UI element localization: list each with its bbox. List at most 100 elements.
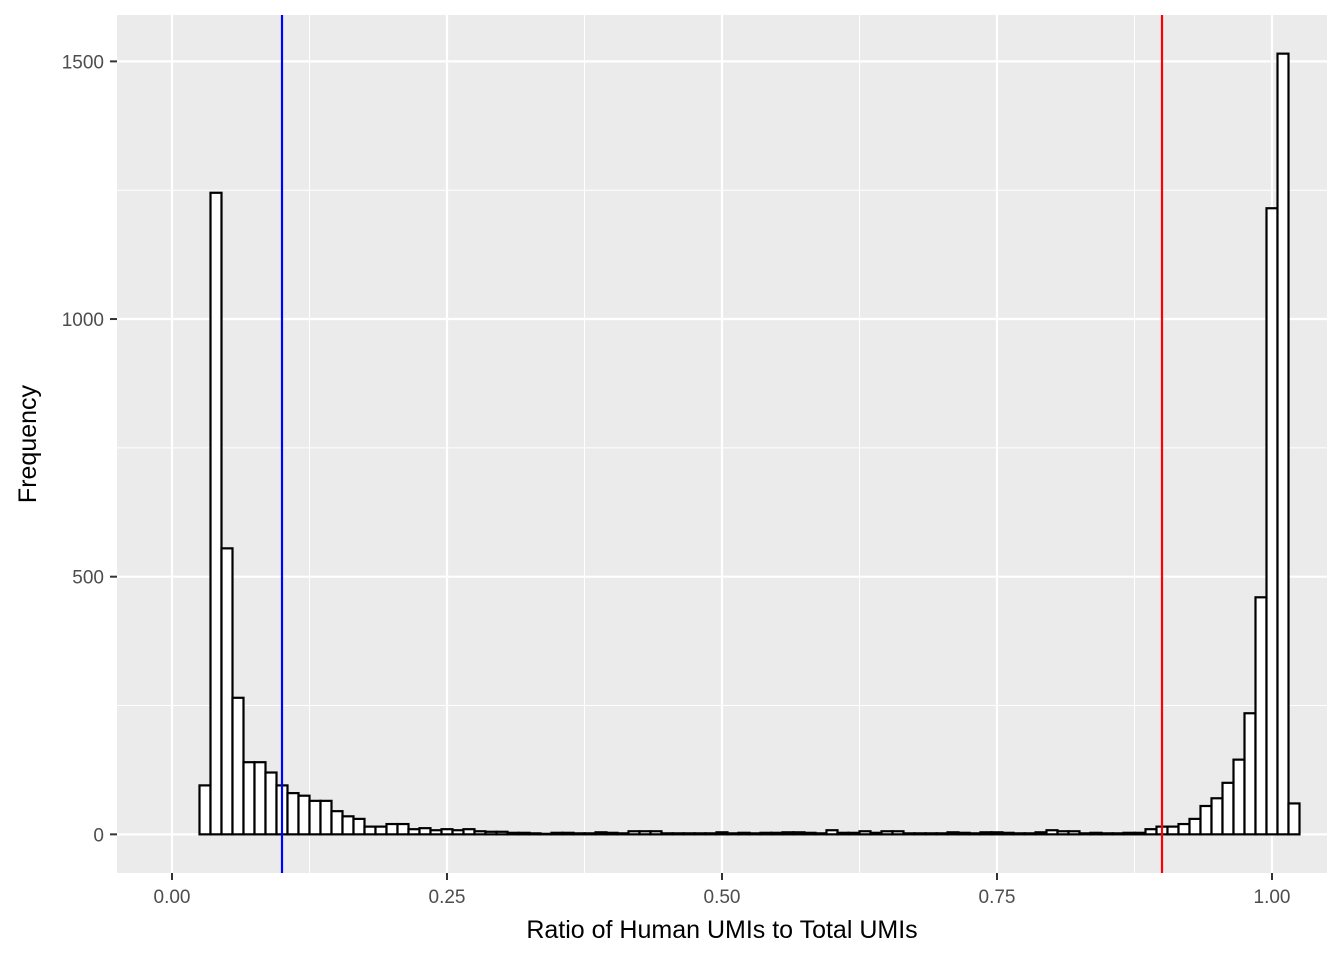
histogram-bar [1265, 207, 1279, 836]
histogram-bar [451, 829, 465, 836]
histogram-bar [1276, 52, 1290, 836]
histogram-bar [1001, 831, 1015, 836]
histogram-bar [264, 771, 278, 836]
histogram-bar [660, 832, 674, 836]
x-tick-label: 0.00 [154, 887, 191, 908]
histogram-bar [286, 792, 300, 836]
histogram-bar [473, 830, 487, 836]
histogram-bar [1177, 822, 1191, 836]
histogram-bar [1166, 825, 1180, 836]
histogram-bar [550, 831, 564, 836]
y-axis-title: Frequency [14, 384, 42, 503]
histogram-bar [506, 831, 520, 836]
y-tick-label: 0 [93, 825, 104, 846]
x-axis: 0.00 0.25 0.50 0.75 1.00 [154, 873, 1291, 908]
histogram-bar [220, 547, 234, 836]
histogram-bar [627, 830, 641, 836]
histogram-bar [748, 832, 762, 836]
histogram-bar [825, 829, 839, 836]
histogram-bar [891, 830, 905, 836]
histogram-bar [792, 831, 806, 836]
histogram-bar [682, 832, 696, 836]
histogram-bar [440, 828, 454, 836]
histogram-bar [1232, 758, 1246, 836]
histogram-bar [1111, 832, 1125, 836]
histogram-bar [1243, 712, 1257, 836]
grid-major [117, 15, 1327, 873]
histogram-bar [605, 831, 619, 836]
histogram-bar [1034, 831, 1048, 836]
histogram-bar [715, 831, 729, 836]
histogram-bar [572, 832, 586, 836]
histogram-bar [770, 831, 784, 836]
x-tick-label: 1.00 [1254, 887, 1291, 908]
histogram-bar [1287, 802, 1301, 836]
histogram-bar [1210, 797, 1224, 836]
histogram-bar [297, 794, 311, 836]
histogram-bar [363, 825, 377, 836]
y-tick-label: 1500 [62, 52, 104, 73]
histogram-bar [1056, 830, 1070, 836]
histogram-bar [198, 784, 212, 836]
histogram-bar [484, 830, 498, 836]
histogram-bar [1100, 832, 1114, 836]
histogram-bar [495, 830, 509, 836]
histogram-bar [1023, 832, 1037, 836]
histogram-bar [1254, 596, 1268, 836]
histogram-bar [803, 831, 817, 836]
histogram-bar [858, 830, 872, 836]
histogram-bar [1012, 832, 1026, 836]
histogram-bar [396, 822, 410, 836]
histogram-bar [1089, 831, 1103, 836]
x-tick-label: 0.50 [704, 887, 741, 908]
histogram-bar [374, 825, 388, 836]
histogram-bar [704, 832, 718, 836]
histogram-bar [517, 831, 531, 836]
histogram-bar [880, 830, 894, 836]
histogram-bar [869, 831, 883, 836]
histogram-bar [814, 832, 828, 836]
histogram-bar [429, 829, 443, 836]
x-tick-label: 0.75 [979, 887, 1016, 908]
histogram-bar [594, 831, 608, 836]
histogram-bar [726, 832, 740, 836]
histogram-bar [539, 832, 553, 836]
histogram-bar [759, 831, 773, 836]
histogram-bar [649, 830, 663, 836]
histogram-bar [418, 827, 432, 836]
histogram-bar [330, 810, 344, 836]
x-tick-label: 0.25 [429, 887, 466, 908]
histogram-bar [253, 761, 267, 836]
histogram-bars [198, 52, 1301, 836]
x-axis-title: Ratio of Human UMIs to Total UMIs [526, 916, 917, 944]
histogram-bar [1045, 829, 1059, 836]
y-axis: 0 500 1000 1500 [62, 52, 117, 846]
histogram-bar [407, 828, 421, 836]
histogram-bar [638, 830, 652, 836]
histogram-bar [462, 828, 476, 836]
histogram-bar [1221, 781, 1235, 836]
histogram-bar [341, 815, 355, 836]
histogram-bar [935, 832, 949, 836]
histogram-bar [352, 817, 366, 836]
histogram-bar [1199, 804, 1213, 836]
histogram-bar [528, 832, 542, 836]
histogram-bar [319, 799, 333, 836]
histogram-bar [385, 822, 399, 836]
histogram-bar [990, 831, 1004, 836]
histogram-bar [913, 832, 927, 836]
histogram-bar [781, 831, 795, 836]
histogram-bar [1078, 832, 1092, 836]
histogram-bar [946, 831, 960, 836]
histogram-bar [671, 832, 685, 836]
histogram-bar [1144, 828, 1158, 836]
histogram-bar [979, 831, 993, 836]
histogram-bar [231, 696, 245, 836]
histogram-bar [968, 832, 982, 836]
histogram-bar [616, 832, 630, 836]
histogram-bar [836, 831, 850, 836]
histogram-bar [308, 799, 322, 836]
histogram-bar [1067, 830, 1081, 836]
histogram-bar [209, 191, 223, 836]
